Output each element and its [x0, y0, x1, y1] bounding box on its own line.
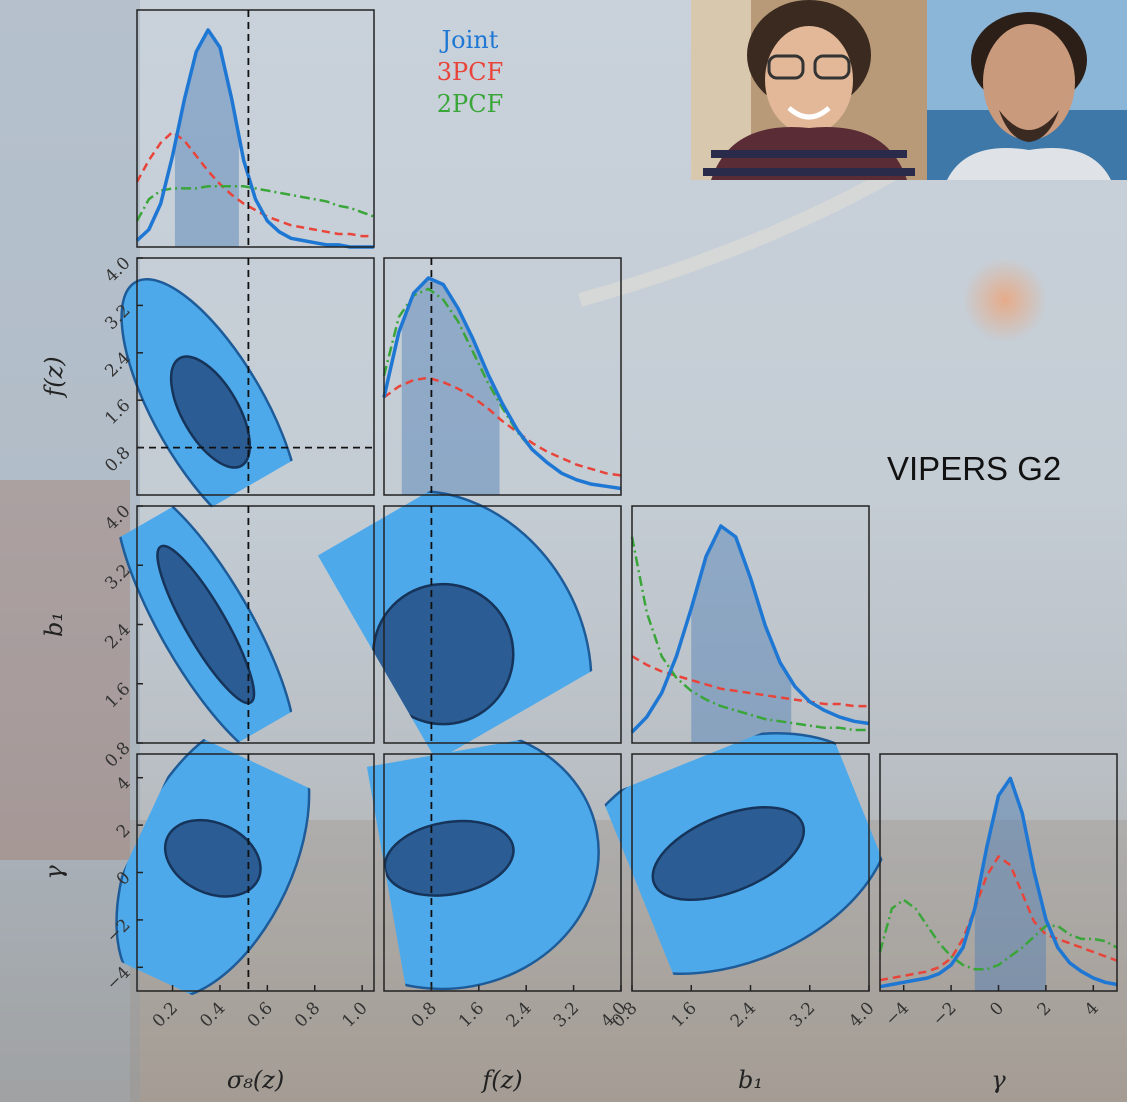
portrait-photo-right [927, 0, 1127, 180]
xtick-label-gamma-−2: −2 [929, 998, 961, 1030]
ylabel-f: f(z) [40, 356, 68, 398]
xtick-label-sigma8-1.0: 1.0 [338, 998, 371, 1031]
xlabel-f: f(z) [480, 1066, 522, 1094]
contour-68-sigma8-b1 [156, 544, 256, 705]
contour-68-f-gamma [383, 819, 515, 897]
xtick-label-gamma-2: 2 [1034, 998, 1056, 1020]
ytick-label-gamma-4: 4 [113, 773, 135, 795]
marginal-interval-sigma8 [174, 30, 239, 247]
contour-68-b1-gamma [651, 806, 806, 902]
xtick-label-sigma8-0.6: 0.6 [244, 998, 277, 1031]
legend-entry-3pcf: 3PCF [437, 58, 503, 86]
xtick-label-f-0.8: 0.8 [408, 998, 441, 1031]
ytick-label-gamma-2: 2 [113, 820, 135, 842]
xtick-label-gamma-−4: −4 [881, 998, 913, 1030]
contour-68-sigma8-f [169, 355, 252, 469]
marginal-3pcf-b1 [631, 655, 869, 708]
panel-frame-3-1 [383, 753, 622, 992]
legend-entry-2pcf: 2PCF [437, 90, 503, 118]
dataset-caption: VIPERS G2 [887, 450, 1062, 487]
xtick-label-b1-4.0: 4.0 [845, 998, 878, 1031]
xlabel-gamma: γ [991, 1066, 1006, 1094]
xtick-label-gamma-0: 0 [986, 998, 1008, 1020]
ytick-label-f-4.0: 4.0 [101, 253, 134, 286]
marginal-joint-b1 [630, 524, 870, 734]
ytick-label-f-0.8: 0.8 [101, 443, 134, 476]
panel-frame-1-1 [383, 257, 622, 496]
panel-frame-2-2 [631, 505, 870, 744]
ytick-label-f-1.6: 1.6 [101, 396, 134, 429]
marginal-joint-gamma [879, 776, 1118, 989]
panel-frame-2-1 [383, 505, 622, 744]
portrait-photo-left [691, 0, 927, 180]
ytick-label-gamma-−4: −4 [103, 963, 135, 995]
xtick-label-sigma8-0.4: 0.4 [196, 998, 229, 1031]
xlabel-b1: b₁ [738, 1066, 763, 1094]
xtick-label-f-2.4: 2.4 [502, 998, 535, 1031]
xtick-label-f-3.2: 3.2 [550, 998, 583, 1031]
marginal-3pcf-f [383, 376, 622, 477]
ylabel-gamma: γ [40, 865, 68, 880]
ylabel-b1: b₁ [40, 612, 68, 637]
ytick-label-b1-4.0: 4.0 [101, 501, 134, 534]
ytick-label-b1-0.8: 0.8 [101, 738, 134, 771]
xlabel-sigma8: σ₈(z) [227, 1066, 284, 1094]
marginal-joint-sigma8 [135, 28, 374, 249]
xtick-label-b1-3.2: 3.2 [786, 998, 819, 1031]
panel-frame-1-0 [136, 257, 375, 496]
xtick-label-b1-1.6: 1.6 [668, 998, 701, 1031]
xtick-label-f-1.6: 1.6 [455, 998, 488, 1031]
xtick-label-gamma-4: 4 [1081, 998, 1103, 1020]
ytick-label-b1-1.6: 1.6 [101, 679, 134, 712]
marginal-3pcf-gamma [879, 855, 1118, 982]
xtick-label-b1-2.4: 2.4 [727, 998, 760, 1031]
marginal-2pcf-sigma8 [135, 184, 375, 222]
panel-frame-0-0 [136, 9, 375, 248]
marginal-interval-gamma [974, 778, 1046, 991]
marginal-interval-f [401, 278, 500, 495]
marginal-interval-b1 [691, 526, 792, 743]
ytick-label-b1-2.4: 2.4 [101, 620, 134, 653]
xtick-label-sigma8-0.2: 0.2 [149, 998, 182, 1031]
contour-68-sigma8-gamma [163, 818, 262, 898]
legend-entry-joint: Joint [439, 26, 499, 54]
marginal-2pcf-gamma [878, 898, 1118, 971]
marginal-joint-f [382, 276, 622, 491]
xtick-label-sigma8-0.8: 0.8 [291, 998, 324, 1031]
